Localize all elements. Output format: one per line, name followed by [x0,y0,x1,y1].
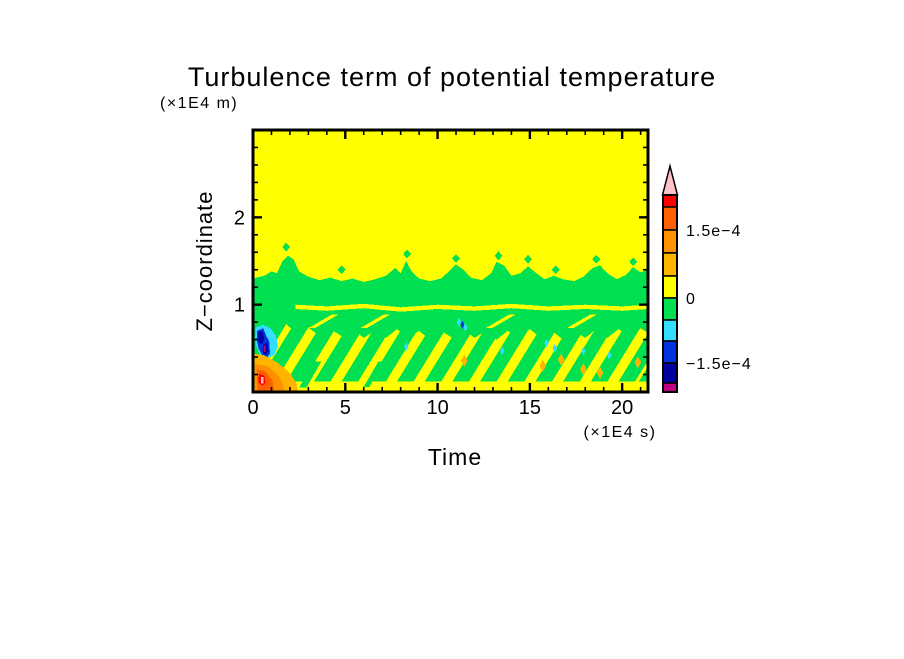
region-green-tongues [480,327,530,382]
region-cyan-specks [463,323,468,332]
region-yellow-midline [295,303,648,312]
region-green-tongues [369,327,420,382]
region-magenta-dot [263,345,266,352]
x-tick-label-10: 10 [426,397,448,419]
x-tick-label-20: 20 [611,397,633,419]
region-green-specks [452,254,461,263]
region-green-specks [592,254,601,264]
region-cyan-specks [552,344,557,353]
colorbar-label--0.00015: −1.5e−4 [686,356,752,373]
plot-frame [251,128,650,394]
region-green-tongues [313,327,364,382]
region-green-specks [337,265,346,275]
y-tick-label-2: 2 [234,207,245,229]
colorbar-label-0.00015: 1.5e−4 [686,223,741,240]
region-green-tongues [286,327,337,382]
region-green-specks [551,265,560,275]
x-axis-unit: (×1E4 s) [584,424,657,441]
region-green-specks [282,242,291,252]
region-cyan-specks [544,338,549,348]
region-green-tongues [563,327,613,382]
colorbar-segment-amber [662,252,678,277]
region-cyan-specks [500,346,505,356]
region-yellow-cuts [308,314,339,329]
x-tick-label-5: 5 [340,397,351,419]
y-axis-label: Z−coordinate [192,190,217,331]
x-axis-label: Time [428,444,482,470]
region-green-specks [629,257,638,267]
region-green-specks [494,251,503,261]
region-navy-core-2 [262,342,269,356]
colorbar-segment-navy [662,362,678,384]
region-green-tongues [424,327,475,382]
colorbar-segment-blue [662,340,678,364]
region-amber-dots [539,359,547,372]
colorbar-overflow-arrow [661,163,679,196]
region-cyan-specks [456,317,461,327]
contour-plot [253,130,648,392]
colorbar-segment-magenta [662,382,678,393]
region-green-tongues [341,327,392,382]
region-cyan-specks [581,346,586,356]
region-yellow-cuts [360,314,391,329]
y-axis-unit: (×1E4 m) [160,95,238,112]
region-green-tongues [618,333,648,382]
region-cyan-specks [404,342,409,351]
region-green-tongues [590,327,641,382]
chart-title: Turbulence term of potential temperature [188,62,716,92]
region-amber-dots [557,353,565,366]
region-amber-dots [634,356,642,369]
region-deep-streak-2 [363,361,385,387]
region-green-tongues [452,327,503,382]
region-amber-dots [580,363,587,376]
colorbar-segment-cyan [662,319,678,342]
colorbar-outline [662,194,678,393]
region-green-tongues [397,327,447,382]
region-yellow-cuts [566,314,598,329]
x-tick-label-0: 0 [247,397,258,419]
region-cyan-specks [607,351,612,360]
colorbar-label-0: 0 [686,291,696,308]
colorbar: 1.5e−4 0 −1.5e−4 [661,163,752,393]
colorbar-segment-yellow [662,275,678,299]
region-green-specks [403,249,412,259]
region-amber-dots [461,354,468,367]
plot-axes: 0 5 10 15 20 1 2 [234,128,650,419]
colorbar-segment-red [662,194,678,208]
y-tick-label-1: 1 [234,295,245,317]
region-green-tongues [535,327,586,382]
region-warm-pink-dot [260,377,264,384]
contour-field [253,130,648,392]
region-navy-core-1 [258,330,265,344]
region-green-specks [524,254,533,264]
colorbar-segment-darkorange [662,206,678,231]
region-blue-speck [460,320,465,330]
colorbar-segment-orange [662,229,678,254]
region-amber-dots [596,366,604,379]
x-tick-label-15: 15 [519,397,541,419]
region-green-tongues [507,327,558,382]
region-deep-streak-1 [299,361,322,388]
region-yellow-cuts [485,314,516,329]
colorbar-segment-green [662,297,678,321]
